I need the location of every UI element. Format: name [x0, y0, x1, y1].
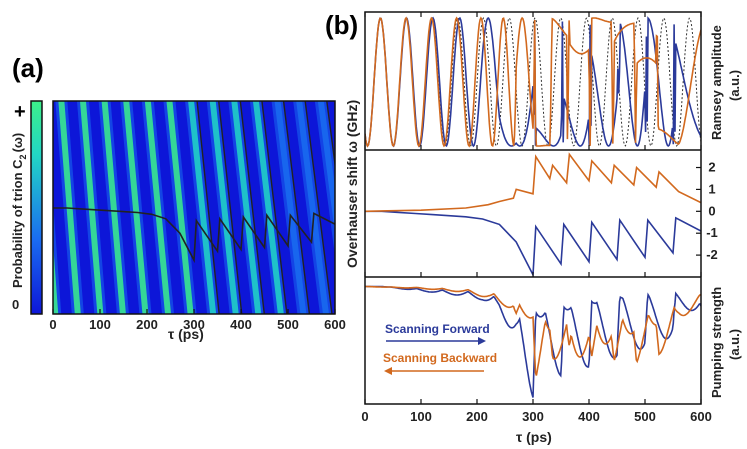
heatmap-stripe: [101, 101, 126, 314]
ramsey-plot: [365, 16, 701, 148]
overhauser-backward-line: [365, 152, 701, 213]
heatmap-stripe-glow: [314, 101, 335, 257]
heatmap: [53, 101, 335, 314]
panel-b-x-tick-label: 300: [522, 409, 544, 424]
heatmap-resonance-line: [196, 101, 220, 314]
legend: Scanning Forward Scanning Backward: [383, 322, 497, 375]
panel-a-x-title: τ (ps): [168, 326, 204, 342]
heatmap-resonance-line: [282, 101, 311, 314]
legend-backward-arrow-icon: [384, 367, 392, 375]
panel-a-x-tick-label: 400: [230, 317, 252, 332]
heatmap-overlay-curve: [53, 207, 335, 264]
heatmap-stripe: [231, 101, 262, 314]
pumping-y-unit: (a.u.): [727, 329, 742, 360]
colorbar-title: Probability of trion C2(ω): [10, 133, 28, 288]
colorbar-max-label: +: [14, 101, 26, 123]
heatmap-resonance-line: [261, 101, 288, 314]
pumping-forward-line: [365, 285, 701, 398]
heatmap-stripe: [166, 101, 194, 314]
panel-a-label: (a): [12, 53, 44, 83]
panel-a-x-ticks: 0 100 200 300 400 500 600: [49, 309, 346, 332]
overhauser-y-tick-label: 1: [708, 181, 715, 196]
panel-a-x-tick-label: 500: [277, 317, 299, 332]
panel-a-x-tick-label: 100: [89, 317, 111, 332]
panel-b-ticks: 0 100 200 300 400 500 600: [361, 12, 712, 424]
legend-forward-arrow-icon: [478, 337, 486, 345]
colorbar: [30, 100, 43, 315]
heatmap-stripe: [274, 101, 307, 314]
panel-a-x-tick-label: 200: [136, 317, 158, 332]
ramsey-forward-line: [365, 16, 701, 148]
heatmap-stripes: [53, 101, 335, 314]
panel-b-x-tick-label: 500: [634, 409, 656, 424]
heatmap-stripe: [123, 101, 149, 314]
panel-a-x-tick-label: 600: [324, 317, 346, 332]
panel-b-x-title: τ (ps): [516, 429, 552, 445]
panel-b-x-tick-label: 400: [578, 409, 600, 424]
heatmap-stripe: [296, 101, 329, 314]
panel-b-x-tick-label: 200: [466, 409, 488, 424]
heatmap-stripe: [188, 101, 217, 314]
colorbar-min-label: 0: [12, 297, 19, 312]
heatmap-stripe: [209, 101, 239, 314]
overhauser-y-title: Overhauser shift ω (GHz): [344, 100, 360, 268]
panel-b-x-tick-label: 600: [690, 409, 712, 424]
panel-b-x-tick-label: 0: [361, 409, 368, 424]
pumping-plot: [365, 285, 701, 398]
heatmap-stripe: [53, 242, 59, 314]
heatmap-stripe: [317, 101, 335, 234]
overhauser-plot: [365, 152, 701, 277]
ramsey-backward-line: [365, 16, 701, 148]
panel-b-label: (b): [325, 10, 358, 40]
overhauser-y-tick-label: 0: [708, 203, 715, 218]
heatmap-stripe: [79, 101, 104, 314]
pumping-backward-line: [365, 285, 701, 376]
panel-a-x-tick-label: 0: [49, 317, 56, 332]
overhauser-y-tick-label: -2: [706, 247, 718, 262]
legend-forward-label: Scanning Forward: [385, 322, 490, 336]
heatmap-resonance-line: [304, 101, 333, 314]
panel-b-x-tick-label: 100: [410, 409, 432, 424]
panel-b-frame: [364, 11, 702, 405]
overhauser-y-ticks: 2 1 0 -1 -2: [696, 160, 718, 262]
heatmap-resonance-line: [326, 101, 335, 170]
heatmap-stripe: [144, 101, 172, 314]
panel-a-x-tick-label: 300: [183, 317, 205, 332]
legend-backward-label: Scanning Backward: [383, 351, 497, 365]
heatmap-resonance-line: [239, 101, 265, 314]
overhauser-y-tick-label: 2: [708, 160, 715, 175]
overhauser-y-tick-label: -1: [706, 225, 718, 240]
ramsey-y-title: Ramsey amplitude: [709, 25, 724, 140]
heatmap-stripe: [252, 101, 284, 314]
ramsey-unperturbed-line: [365, 17, 701, 147]
ramsey-y-unit: (a.u.): [727, 70, 742, 101]
heatmap-resonance-line: [217, 101, 243, 314]
overhauser-forward-line: [365, 210, 701, 277]
pumping-y-title: Pumping strength: [709, 287, 724, 398]
